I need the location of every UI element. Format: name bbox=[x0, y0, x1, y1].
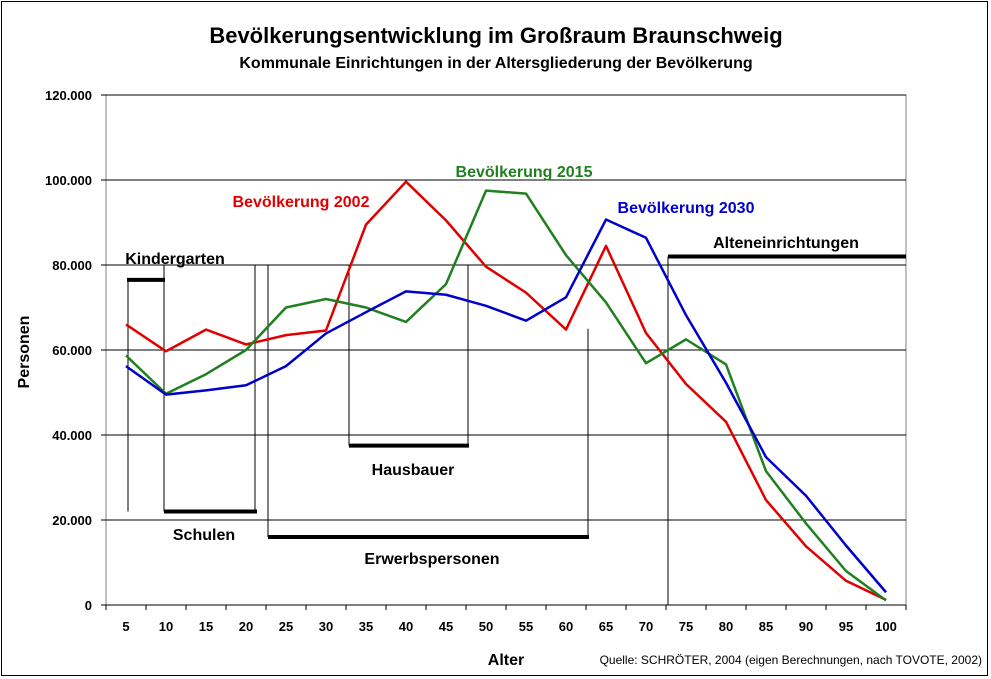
annotation-kindergarten: Kindergarten bbox=[125, 251, 225, 268]
x-tick-label: 70 bbox=[639, 619, 653, 634]
x-tick-label: 55 bbox=[519, 619, 533, 634]
y-tick-label: 100.000 bbox=[45, 173, 92, 188]
y-tick-label: 60.000 bbox=[52, 343, 92, 358]
chart-subtitle: Kommunale Einrichtungen in der Altersgli… bbox=[239, 55, 752, 72]
plot-area: 0 20.000 40.000 60.000 80.000 100.000 120.000 5… bbox=[45, 88, 907, 634]
x-tick-label: 40 bbox=[399, 619, 413, 634]
x-tick-label: 50 bbox=[479, 619, 493, 634]
x-tick-label: 75 bbox=[679, 619, 693, 634]
x-tick-label: 80 bbox=[719, 619, 733, 634]
y-tick-label: 40.000 bbox=[52, 428, 92, 443]
annotation-erwerbspersonen: Erwerbspersonen bbox=[364, 551, 499, 568]
series-label-2015: Bevölkerung 2015 bbox=[456, 164, 593, 181]
y-axis-title: Personen bbox=[16, 316, 33, 389]
annotation-schulen: Schulen bbox=[173, 527, 235, 544]
x-tick-label: 20 bbox=[239, 619, 253, 634]
x-tick-label: 10 bbox=[159, 619, 173, 634]
x-tick-label: 35 bbox=[359, 619, 373, 634]
y-tick-label: 120.000 bbox=[45, 88, 92, 103]
series-label-2030: Bevölkerung 2030 bbox=[618, 200, 755, 217]
x-tick-label: 85 bbox=[759, 619, 773, 634]
x-tick-label: 95 bbox=[839, 619, 853, 634]
line-2015 bbox=[125, 189, 887, 602]
x-tick-label: 100 bbox=[875, 619, 897, 634]
y-tick-label: 80.000 bbox=[52, 258, 92, 273]
chart-title: Bevölkerungsentwicklung im Großraum Brau… bbox=[209, 23, 782, 48]
annotation-hausbauer: Hausbauer bbox=[372, 462, 455, 479]
x-tick-label: 5 bbox=[122, 619, 129, 634]
x-tick-label: 65 bbox=[599, 619, 613, 634]
annotation-alteneinrichtungen: Alteneinrichtungen bbox=[713, 235, 859, 252]
x-tick-label: 45 bbox=[439, 619, 453, 634]
x-axis-title: Alter bbox=[488, 652, 524, 669]
series-label-2002: Bevölkerung 2002 bbox=[233, 194, 370, 211]
line-2030 bbox=[125, 218, 887, 594]
x-tick-label: 25 bbox=[279, 619, 293, 634]
x-tick-label: 15 bbox=[199, 619, 213, 634]
x-tick-label: 30 bbox=[319, 619, 333, 634]
x-tick-label: 60 bbox=[559, 619, 573, 634]
x-tick-label: 90 bbox=[799, 619, 813, 634]
source-note: Quelle: SCHRÖTER, 2004 (eigen Berechnung… bbox=[600, 653, 982, 667]
y-tick-label: 20.000 bbox=[52, 513, 92, 528]
y-tick-label: 0 bbox=[85, 598, 92, 613]
